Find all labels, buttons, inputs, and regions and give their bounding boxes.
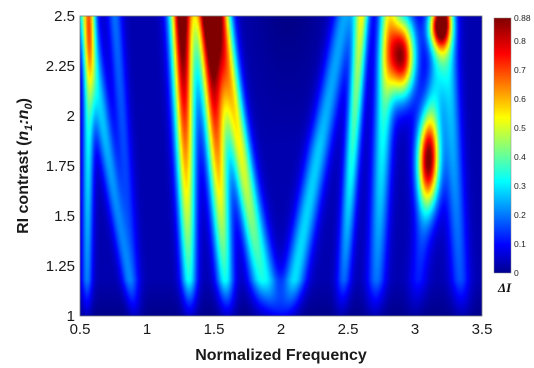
y-axis-title-sub0: 0 [23,103,35,110]
plot-frame [79,15,483,317]
heatmap-image [80,16,482,316]
x-tick-label: 3 [411,321,419,338]
y-axis-title-colon: : [15,119,32,124]
y-tick-label: 2.5 [54,8,75,25]
colorbar-tick-label: 0.1 [514,239,526,249]
y-tick-label: 1.75 [46,158,75,175]
colorbar-ticks: 0 0.1 0.2 0.3 0.4 0.5 0.6 0.7 0.8 0.88 [514,13,531,278]
colorbar-tick-label: 0.5 [514,123,526,133]
y-axis-ticks: 1 1.25 1.5 1.75 2 2.25 2.5 [46,8,75,325]
colorbar-tick-label: 0.2 [514,210,526,220]
y-tick-label: 2 [67,108,75,125]
x-axis-title: Normalized Frequency [195,347,367,364]
y-axis-title-sub1: 1 [23,125,35,131]
x-tick-label: 1 [143,321,151,338]
x-axis-ticks: 0.5 1 1.5 2 2.5 3 3.5 [70,321,493,338]
y-axis-title: RI contrast (n1:n0) [15,98,35,234]
colorbar-tick-label: 0.8 [514,36,526,46]
colorbar-tick-label: 0 [514,268,519,278]
colorbar-label: ΔI [497,280,512,295]
colorbar [493,17,512,274]
y-tick-label: 1 [67,308,75,325]
x-tick-label: 0.5 [70,321,91,338]
y-axis-title-n1: n [15,131,32,141]
y-tick-label: 1.5 [54,208,75,225]
x-tick-label: 2 [277,321,285,338]
colorbar-tick-label: 0.7 [514,65,526,75]
y-axis-title-main: RI contrast ( [15,140,32,234]
colorbar-tick-label: 0.4 [514,152,526,162]
x-tick-label: 3.5 [472,321,493,338]
y-tick-label: 2.25 [46,58,75,75]
colorbar-tick-label: 0.88 [514,13,531,23]
y-axis-title-close: ) [15,98,32,103]
x-tick-label: 1.5 [204,321,225,338]
x-tick-label: 2.5 [338,321,359,338]
colorbar-tick-label: 0.3 [514,181,526,191]
y-tick-label: 1.25 [46,258,75,275]
colorbar-tick-label: 0.6 [514,94,526,104]
y-axis-title-n0: n [15,109,32,119]
